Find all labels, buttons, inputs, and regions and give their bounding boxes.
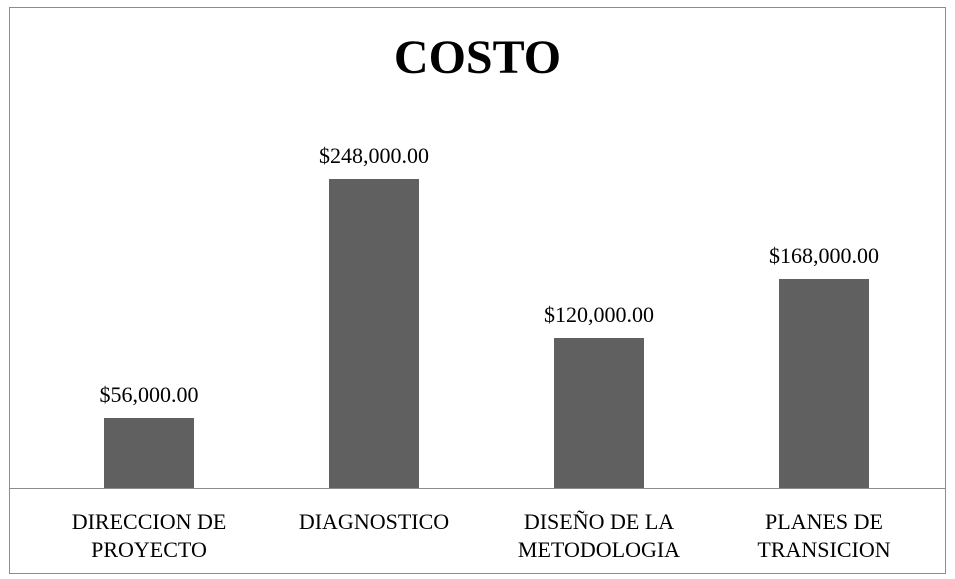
bar xyxy=(779,278,869,488)
chart-title: COSTO xyxy=(393,31,562,84)
bar xyxy=(104,418,194,488)
bar xyxy=(554,338,644,488)
chart: COSTO DIRECCION DE PROYECTO $56,000.00 DIA… xyxy=(9,7,946,574)
x-tick-label: PLANES DE TRANSICION xyxy=(757,509,891,562)
x-axis-line xyxy=(10,488,945,489)
data-label: $56,000.00 xyxy=(99,382,199,408)
x-tick-label: DISEÑO DE LA METODOLOGIA xyxy=(517,509,681,562)
x-tick-label: DIAGNOSTICO xyxy=(298,509,450,534)
data-label: $120,000.00 xyxy=(544,302,654,328)
data-label: $168,000.00 xyxy=(769,242,879,268)
bar xyxy=(329,179,419,488)
data-label: $248,000.00 xyxy=(319,143,429,168)
x-tick-label: DIRECCION DE PROYECTO xyxy=(71,509,227,562)
